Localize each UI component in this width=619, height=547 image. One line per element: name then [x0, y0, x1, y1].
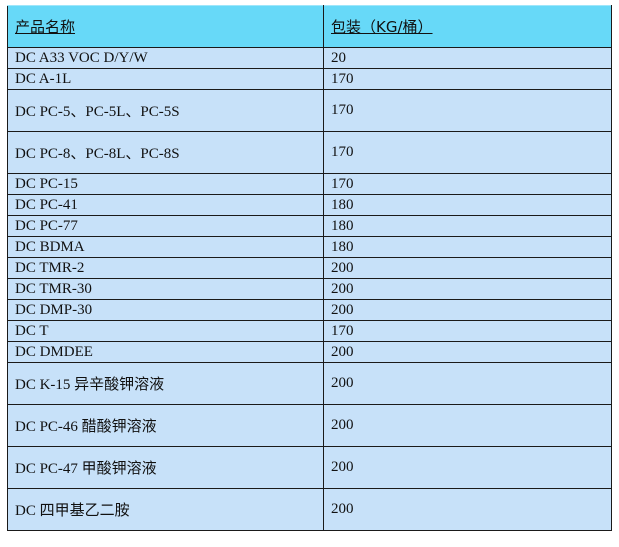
packaging-cell: 200	[323, 299, 612, 321]
product-name-cell: DC BDMA	[7, 236, 324, 258]
table-row: DC PC-8、PC-8L、PC-8S 170	[7, 131, 612, 174]
packaging-cell: 200	[323, 278, 612, 300]
table-row: DC BDMA 180	[7, 236, 612, 258]
table-row: DC 四甲基乙二胺 200	[7, 488, 612, 531]
table-row: DC TMR-30 200	[7, 278, 612, 300]
table-row: DC T 170	[7, 320, 612, 342]
product-packaging-table: 产品名称 包装（KG/桶） DC A33 VOC D/Y/W 20 DC A-1L 1…	[7, 5, 612, 531]
header-packaging: 包装（KG/桶）	[323, 5, 612, 48]
product-name-cell: DC PC-15	[7, 173, 324, 195]
packaging-cell: 200	[323, 341, 612, 363]
packaging-cell: 180	[323, 194, 612, 216]
packaging-cell: 170	[323, 320, 612, 342]
table-row: DC PC-5、PC-5L、PC-5S 170	[7, 89, 612, 132]
packaging-cell: 200	[323, 488, 612, 531]
table-row: DC TMR-2 200	[7, 257, 612, 279]
product-name-cell: DC PC-77	[7, 215, 324, 237]
table-row: DC DMDEE 200	[7, 341, 612, 363]
product-name-cell: DC TMR-2	[7, 257, 324, 279]
product-name-cell: DC DMP-30	[7, 299, 324, 321]
product-name-cell: DC PC-46 醋酸钾溶液	[7, 404, 324, 447]
table-row: DC A33 VOC D/Y/W 20	[7, 47, 612, 69]
table-row: DC PC-47 甲酸钾溶液 200	[7, 446, 612, 489]
product-name-cell: DC K-15 异辛酸钾溶液	[7, 362, 324, 405]
table-row: DC PC-15 170	[7, 173, 612, 195]
packaging-cell: 180	[323, 215, 612, 237]
product-name-cell: DC 四甲基乙二胺	[7, 488, 324, 531]
table-row: DC DMP-30 200	[7, 299, 612, 321]
packaging-cell: 170	[323, 173, 612, 195]
product-name-cell: DC DMDEE	[7, 341, 324, 363]
header-product-name: 产品名称	[7, 5, 324, 48]
product-name-cell: DC TMR-30	[7, 278, 324, 300]
product-name-cell: DC A33 VOC D/Y/W	[7, 47, 324, 69]
table-row: DC A-1L 170	[7, 68, 612, 90]
product-name-cell: DC A-1L	[7, 68, 324, 90]
packaging-cell: 200	[323, 362, 612, 405]
table-row: DC PC-41 180	[7, 194, 612, 216]
packaging-cell: 200	[323, 446, 612, 489]
packaging-cell: 180	[323, 236, 612, 258]
packaging-cell: 200	[323, 257, 612, 279]
table-row: DC PC-46 醋酸钾溶液 200	[7, 404, 612, 447]
table-row: DC PC-77 180	[7, 215, 612, 237]
header-row: 产品名称 包装（KG/桶）	[7, 5, 612, 48]
product-name-cell: DC PC-8、PC-8L、PC-8S	[7, 131, 324, 174]
product-name-cell: DC PC-47 甲酸钾溶液	[7, 446, 324, 489]
packaging-cell: 20	[323, 47, 612, 69]
packaging-cell: 170	[323, 131, 612, 174]
packaging-cell: 170	[323, 68, 612, 90]
table-row: DC K-15 异辛酸钾溶液 200	[7, 362, 612, 405]
product-name-cell: DC T	[7, 320, 324, 342]
product-name-cell: DC PC-41	[7, 194, 324, 216]
packaging-cell: 170	[323, 89, 612, 132]
packaging-cell: 200	[323, 404, 612, 447]
product-name-cell: DC PC-5、PC-5L、PC-5S	[7, 89, 324, 132]
